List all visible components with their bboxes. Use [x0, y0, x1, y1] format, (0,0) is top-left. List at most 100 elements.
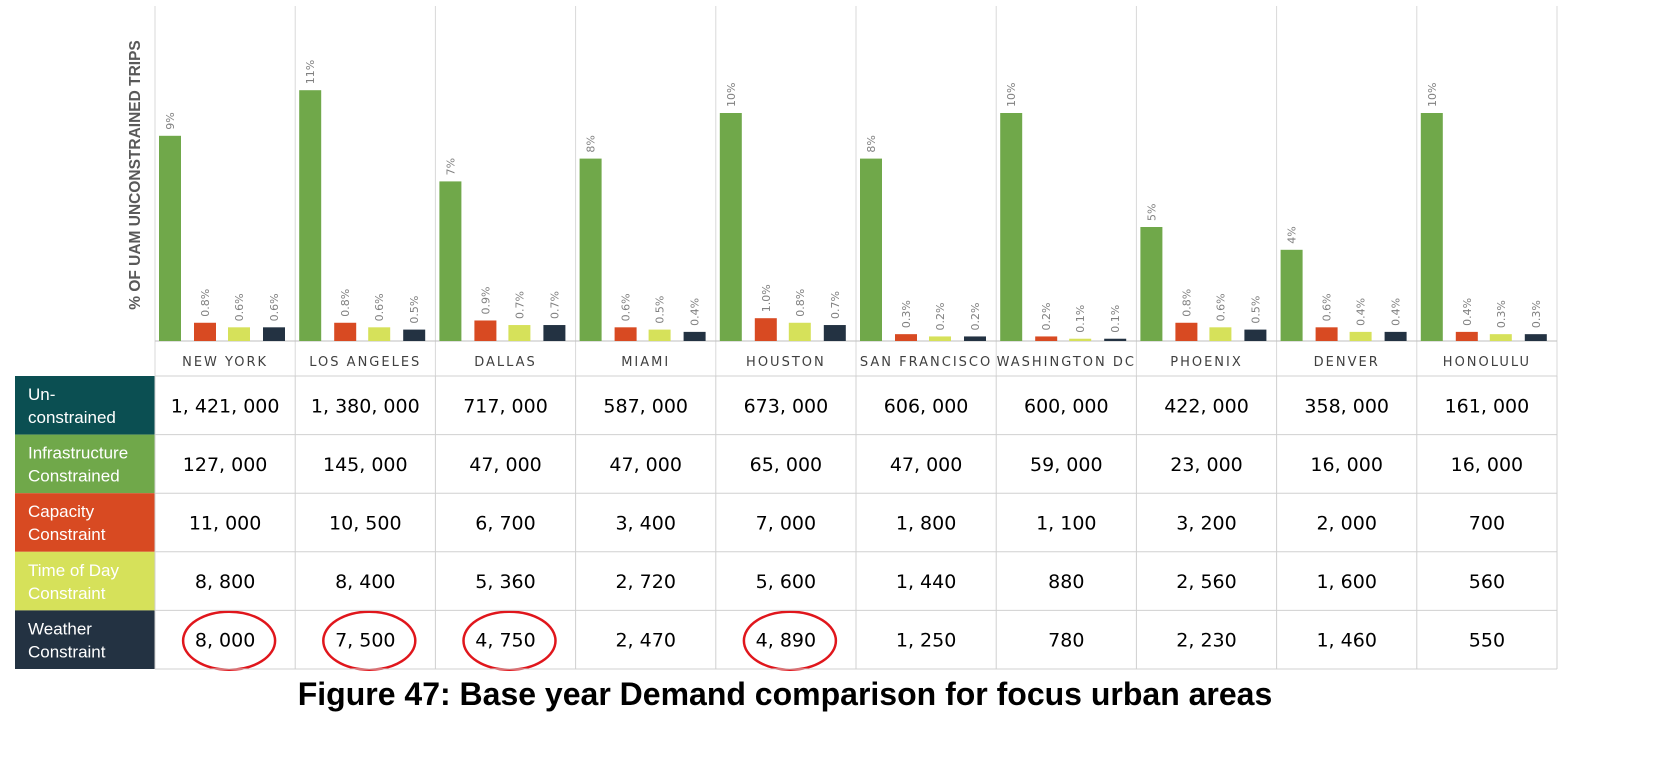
- table-cell: 6, 700: [475, 513, 535, 535]
- data-label: 0.9%: [479, 287, 492, 315]
- bar: [895, 334, 917, 341]
- data-label: 9%: [164, 112, 177, 129]
- data-label: 8%: [585, 135, 598, 152]
- data-label: 0.7%: [548, 291, 561, 319]
- figure-caption: Figure 47: Base year Demand comparison f…: [297, 676, 1273, 712]
- bar: [1420, 113, 1443, 341]
- data-label: 0.2%: [934, 302, 947, 330]
- data-label: 0.3%: [1530, 300, 1543, 328]
- table-cell: 1, 600: [1316, 571, 1376, 593]
- row-header-cell: [15, 551, 155, 611]
- bar: [719, 113, 742, 341]
- table-cell: 47, 000: [890, 454, 963, 476]
- table-cell: 2, 470: [615, 630, 675, 652]
- category-label: PHOENIX: [1170, 355, 1243, 370]
- bar: [614, 327, 637, 341]
- data-label: 0.8%: [199, 289, 212, 317]
- bar: [1384, 331, 1407, 341]
- bar: [439, 181, 462, 341]
- table-cell: 3, 200: [1176, 513, 1236, 535]
- category-label: DALLAS: [474, 355, 537, 370]
- y-axis-label: % OF UAM UNCONSTRAINED TRIPS: [127, 40, 144, 310]
- table-cell: 7, 500: [335, 630, 395, 652]
- data-label: 0.4%: [1355, 298, 1368, 326]
- table-cell: 1, 421, 000: [171, 395, 280, 417]
- table-cell: 2, 000: [1316, 513, 1376, 535]
- data-label: 0.6%: [1321, 293, 1334, 321]
- bar: [508, 325, 531, 341]
- data-label: 10%: [1005, 83, 1018, 107]
- table-cell: 560: [1469, 571, 1505, 593]
- data-label: 0.4%: [1461, 298, 1474, 326]
- bar: [860, 158, 882, 341]
- table-cell: 673, 000: [744, 395, 829, 417]
- row-label: Capacity Constraint: [28, 502, 106, 544]
- category-label: HONOLULU: [1443, 355, 1531, 370]
- row-label: Infrastructure Constrained: [28, 444, 128, 486]
- table-cell: 600, 000: [1024, 395, 1109, 417]
- bar: [788, 322, 811, 341]
- data-label: 0.7%: [829, 291, 842, 319]
- data-label: 0.5%: [408, 296, 421, 324]
- table-cell: 47, 000: [469, 454, 542, 476]
- data-label: 0.6%: [233, 293, 246, 321]
- table-cell: 65, 000: [750, 454, 823, 476]
- bar: [1524, 334, 1547, 341]
- highlight-circle: [742, 610, 838, 671]
- bar: [263, 327, 285, 341]
- table-cell: 1, 100: [1036, 513, 1096, 535]
- category-label: DENVER: [1314, 355, 1380, 370]
- table-cell: 2, 230: [1176, 630, 1236, 652]
- row-header-cell: [15, 376, 155, 435]
- data-label: 8%: [865, 135, 878, 152]
- bar: [403, 329, 426, 341]
- table-cell: 7, 000: [756, 513, 816, 535]
- table-cell: 606, 000: [884, 395, 969, 417]
- category-label: SAN FRANCISCO: [860, 355, 992, 370]
- category-label: HOUSTON: [746, 355, 826, 370]
- table-cell: 10, 500: [329, 513, 402, 535]
- bar: [1069, 338, 1092, 341]
- data-label: 0.6%: [268, 293, 281, 321]
- data-label: 0.6%: [620, 293, 633, 321]
- table-cell: 1, 250: [896, 630, 956, 652]
- data-label: 0.5%: [1249, 296, 1262, 324]
- bar: [1280, 249, 1303, 341]
- table-cell: 16, 000: [1451, 454, 1524, 476]
- bar: [1244, 329, 1267, 341]
- bar: [1175, 322, 1198, 341]
- table-cell: 717, 000: [463, 395, 548, 417]
- table-cell: 2, 720: [615, 571, 675, 593]
- data-label: 0.6%: [373, 293, 386, 321]
- category-label: LOS ANGELES: [309, 355, 421, 370]
- bar: [474, 320, 497, 341]
- data-label: 1.0%: [760, 284, 773, 312]
- bar: [228, 327, 250, 341]
- bar: [194, 322, 216, 341]
- bar: [929, 336, 951, 341]
- data-label: 0.5%: [654, 296, 667, 324]
- bar: [299, 90, 322, 341]
- highlight-circle: [181, 610, 277, 671]
- bar: [1315, 327, 1338, 341]
- bar: [1489, 334, 1512, 341]
- highlight-circle: [322, 610, 417, 671]
- row-header-cell: [15, 493, 155, 552]
- data-label: 10%: [1426, 83, 1439, 107]
- table-cell: 59, 000: [1030, 454, 1103, 476]
- table-cell: 8, 800: [195, 571, 255, 593]
- data-label: 0.4%: [689, 298, 702, 326]
- bar: [1104, 338, 1127, 341]
- table-cell: 1, 440: [896, 571, 956, 593]
- table-cell: 47, 000: [609, 454, 682, 476]
- table-cell: 161, 000: [1445, 395, 1530, 417]
- table-cell: 5, 600: [756, 571, 816, 593]
- data-label: 10%: [725, 83, 738, 107]
- data-label: 0.8%: [339, 289, 352, 317]
- data-label: 0.7%: [513, 291, 526, 319]
- data-label: 0.2%: [969, 302, 982, 330]
- data-label: 0.3%: [900, 300, 913, 328]
- bar: [543, 325, 566, 341]
- data-label: 4%: [1286, 226, 1299, 243]
- table-cell: 1, 800: [896, 513, 956, 535]
